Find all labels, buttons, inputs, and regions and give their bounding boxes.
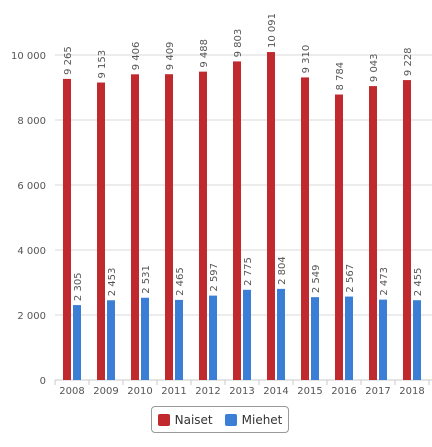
legend: Naiset Miehet	[151, 406, 289, 433]
bar-naiset	[267, 52, 275, 380]
data-label: 9 228	[403, 47, 414, 76]
bar-naiset	[199, 71, 207, 380]
data-label: 9 488	[199, 39, 210, 68]
y-tick-label: 2 000	[17, 311, 46, 322]
x-tick-label: 2016	[331, 386, 356, 397]
bar-miehet	[107, 300, 115, 380]
data-label: 2 453	[107, 268, 118, 297]
bar-naiset	[97, 82, 105, 380]
data-label: 9 265	[63, 46, 74, 75]
y-tick-label: 4 000	[17, 246, 46, 257]
bar-miehet	[175, 299, 183, 380]
bar-naiset	[301, 77, 309, 381]
data-label: 2 775	[243, 257, 254, 286]
y-tick-label: 10 000	[11, 51, 46, 62]
bar-naiset	[369, 86, 377, 380]
data-label: 8 784	[335, 62, 346, 91]
bar-miehet	[345, 296, 353, 380]
legend-swatch-naiset	[157, 413, 170, 426]
data-label: 2 597	[209, 263, 220, 292]
data-label: 2 465	[175, 267, 186, 296]
data-label: 2 567	[345, 264, 356, 293]
data-label: 2 305	[73, 272, 84, 301]
bar-miehet	[141, 297, 149, 380]
data-label: 9 803	[233, 29, 244, 58]
data-label: 9 153	[97, 50, 108, 79]
bar-miehet	[413, 300, 421, 380]
bar-naiset	[233, 61, 241, 381]
x-tick-label: 2008	[59, 386, 84, 397]
bar-miehet	[243, 289, 251, 380]
data-label: 2 473	[379, 267, 390, 296]
x-tick-label: 2017	[365, 386, 390, 397]
bar-miehet	[209, 295, 217, 380]
x-tick-label: 2015	[297, 386, 322, 397]
x-tick-label: 2010	[127, 386, 152, 397]
legend-swatch-miehet	[224, 413, 237, 426]
data-label: 2 531	[141, 265, 152, 294]
bar-miehet	[73, 305, 81, 380]
x-tick-label: 2011	[161, 386, 186, 397]
x-tick-label: 2013	[229, 386, 254, 397]
bar-miehet	[311, 297, 319, 380]
y-tick-label: 6 000	[17, 181, 46, 192]
legend-item-miehet[interactable]: Miehet	[224, 412, 283, 427]
bar-miehet	[379, 299, 387, 380]
data-label: 9 043	[369, 53, 380, 82]
data-label: 9 406	[131, 42, 142, 71]
x-tick-label: 2014	[263, 386, 288, 397]
y-tick-label: 8 000	[17, 116, 46, 127]
x-tick-label: 2018	[399, 386, 424, 397]
bar-naiset	[403, 80, 411, 380]
data-label: 9 409	[165, 42, 176, 71]
data-label: 2 455	[413, 268, 424, 297]
data-label: 9 310	[301, 45, 312, 74]
bar-miehet	[277, 288, 285, 380]
bar-naiset	[165, 74, 173, 381]
legend-label-miehet: Miehet	[241, 412, 283, 427]
bar-naiset	[63, 78, 71, 380]
bar-naiset	[335, 94, 343, 381]
data-label: 10 091	[267, 13, 278, 48]
y-tick-label: 0	[40, 376, 46, 387]
x-tick-label: 2012	[195, 386, 220, 397]
bar-naiset	[131, 74, 139, 381]
x-tick-label: 2009	[93, 386, 118, 397]
legend-label-naiset: Naiset	[174, 412, 213, 427]
data-label: 2 549	[311, 265, 322, 294]
data-label: 2 804	[277, 256, 288, 285]
legend-item-naiset[interactable]: Naiset	[157, 412, 213, 427]
